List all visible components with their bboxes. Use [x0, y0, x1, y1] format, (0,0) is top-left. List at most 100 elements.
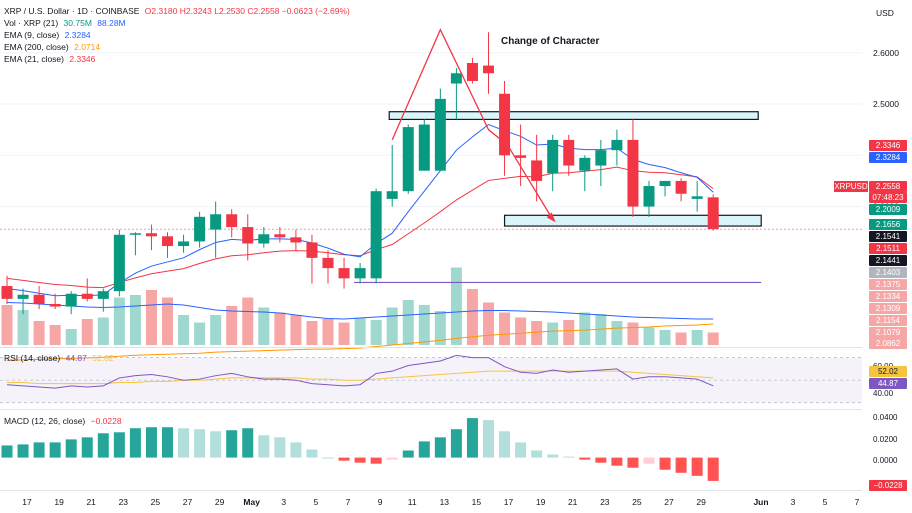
volume-ma-legend-value: 88.28M	[97, 18, 126, 28]
candle-body	[675, 180, 687, 194]
macd-histogram-bar	[338, 457, 350, 461]
macd-histogram-bar	[466, 418, 478, 458]
time-tick-label: 3	[281, 497, 287, 507]
pane-separator-rsi[interactable]	[0, 347, 862, 348]
volume-bar	[627, 322, 639, 345]
rsi-legend-label: RSI (14, close)	[4, 353, 61, 363]
volume-bar	[386, 307, 398, 345]
macd-legend[interactable]: MACD (12, 26, close) −0.0228	[4, 416, 122, 427]
time-tick-label: 27	[182, 497, 193, 507]
volume-bar	[17, 310, 29, 345]
time-tick-label: 5	[313, 497, 319, 507]
time-tick-label: 3	[790, 497, 796, 507]
badge-2-1309: 2.1309	[869, 303, 907, 314]
macd-histogram-bar	[707, 457, 719, 481]
macd-histogram-bar	[402, 450, 414, 458]
volume-bar	[531, 321, 543, 345]
volume-bar	[1, 305, 13, 345]
time-tick-label: 27	[664, 497, 674, 507]
macd-histogram-bar	[97, 433, 109, 458]
macd-histogram-bar	[531, 450, 543, 458]
symbol-price-badge[interactable]: XRPUSD	[834, 181, 868, 192]
candle-body	[242, 227, 254, 244]
candle-body	[162, 236, 173, 247]
volume-bar	[483, 302, 494, 345]
candle-body	[434, 98, 446, 171]
macd-tick-0000: 0.0000	[873, 456, 898, 465]
macd-histogram-bar	[515, 442, 527, 458]
volume-bar	[178, 315, 190, 345]
volume-bar	[49, 325, 61, 345]
price-tick-label: 2.5000	[873, 99, 899, 109]
time-tick-label: 23	[600, 497, 610, 507]
candle-body	[531, 160, 543, 181]
candle-body	[338, 268, 350, 279]
volume-bar	[242, 297, 254, 345]
time-tick-label: 7	[854, 497, 860, 507]
volume-bar	[499, 312, 511, 345]
macd-histogram-bar	[1, 445, 13, 458]
macd-histogram-bar	[129, 428, 141, 458]
volume-bar	[402, 300, 414, 345]
pane-separator-macd[interactable]	[0, 409, 862, 410]
candle-body	[418, 124, 430, 171]
badge-2-1375: 2.1375	[869, 279, 907, 290]
macd-histogram-bar	[210, 431, 222, 458]
rsi-legend-value: 44.87	[65, 353, 87, 363]
time-tick-label: 17	[22, 497, 32, 507]
badge-2-2009: 2.2009	[869, 204, 907, 215]
ema21-legend-value: 2.3346	[69, 54, 96, 64]
macd-histogram-bar	[450, 429, 462, 458]
character-zigzag-arrow	[391, 28, 554, 220]
volume-bar	[338, 322, 350, 345]
badge-2-1403: 2.1403	[869, 267, 907, 278]
chart-title-legend: XRP / U.S. Dollar · 1D · COINBASE O2.318…	[4, 6, 350, 17]
macd-histogram-bar	[627, 457, 639, 468]
ema9-badge: 2.3284	[869, 152, 907, 163]
currency-label[interactable]: USD	[876, 8, 894, 18]
macd-histogram-bar	[49, 442, 61, 458]
volume-bar	[691, 330, 703, 345]
time-tick-label: 7	[345, 497, 351, 507]
macd-histogram-bar	[17, 444, 29, 458]
candle-body	[33, 294, 45, 304]
time-tick-label: 29	[696, 497, 706, 507]
symbol-title[interactable]: XRP / U.S. Dollar · 1D · COINBASE	[4, 6, 140, 16]
candle-body	[129, 233, 141, 235]
macd-histogram-bar	[499, 431, 511, 458]
time-tick-label: 17	[503, 497, 514, 507]
rsi-lower-tick: 40.00	[873, 389, 894, 398]
macd-histogram-bar	[274, 437, 286, 458]
time-tick-label: 29	[214, 497, 225, 507]
candle-body	[65, 293, 77, 307]
candle-body	[194, 216, 206, 242]
volume-bar	[418, 305, 430, 345]
candle-body	[226, 214, 238, 228]
rsi-legend[interactable]: RSI (14, close) 44.87 52.02	[4, 353, 114, 364]
volume-ma-line	[6, 302, 714, 320]
ema21-legend[interactable]: EMA (21, close) 2.3346	[4, 54, 95, 65]
rsi-band	[0, 357, 862, 403]
macd-histogram-bar	[370, 457, 382, 464]
volume-bar	[450, 267, 462, 345]
macd-legend-label: MACD (12, 26, close)	[4, 416, 86, 426]
macd-histogram-bar	[33, 442, 45, 458]
macd-histogram-bar	[81, 437, 93, 458]
macd-badge: −0.0228	[869, 480, 907, 491]
ema200-legend[interactable]: EMA (200, close) 2.0714	[4, 42, 100, 53]
macd-histogram-bar	[194, 429, 206, 458]
volume-bar	[81, 319, 93, 345]
volume-bar	[370, 320, 382, 345]
ema9-legend[interactable]: EMA (9, close) 2.3284	[4, 30, 91, 41]
arrow-head	[546, 212, 556, 223]
macd-histogram-bar	[434, 437, 446, 458]
ema21-legend-label: EMA (21, close)	[4, 54, 64, 64]
macd-histogram-bar	[563, 456, 575, 458]
time-tick-label: 9	[377, 497, 383, 507]
time-tick-label: May	[243, 497, 260, 507]
badge-2-1656: 2.1656	[869, 219, 907, 230]
volume-bar	[547, 322, 559, 345]
candle-body	[1, 286, 13, 299]
volume-legend[interactable]: Vol · XRP (21) 30.75M 88.28M	[4, 18, 126, 29]
